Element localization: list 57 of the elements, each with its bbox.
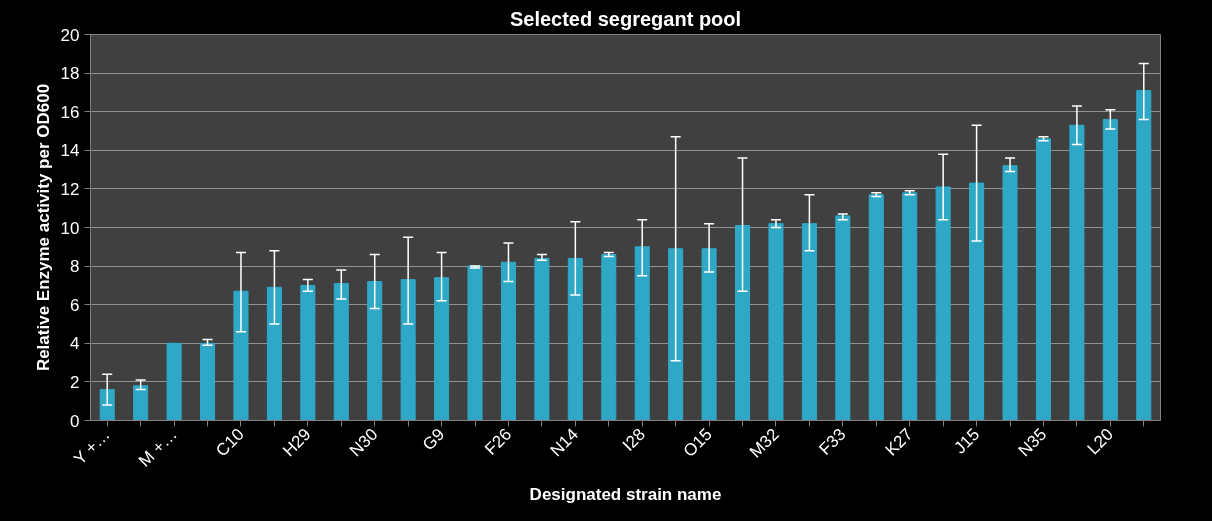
bar	[969, 182, 985, 421]
chart-title: Selected segregant pool	[509, 7, 742, 30]
bar	[935, 186, 951, 421]
y-tick-label: 0	[70, 411, 80, 431]
bar	[801, 223, 817, 421]
bar	[868, 194, 884, 421]
x-tick-label: F33	[815, 424, 850, 459]
x-tick-label: I28	[618, 424, 649, 455]
y-tick-label: 16	[60, 102, 80, 122]
y-tick-label: 12	[60, 179, 80, 199]
bar	[902, 192, 918, 421]
bar	[768, 223, 784, 421]
bar	[567, 257, 583, 421]
y-tick-label: 20	[60, 25, 80, 45]
y-tick-label: 14	[60, 141, 80, 161]
bar	[1136, 89, 1152, 421]
bar	[200, 342, 216, 421]
bar	[400, 279, 416, 421]
bar	[668, 248, 684, 421]
bar	[367, 281, 383, 421]
x-tick-label: L20	[1083, 424, 1118, 459]
y-tick-label: 6	[70, 295, 80, 315]
x-tick-label: C10	[212, 424, 248, 461]
bar	[266, 286, 282, 421]
x-tick-label: O15	[679, 424, 716, 461]
bar	[701, 248, 717, 421]
y-tick-label: 2	[70, 372, 80, 392]
bar	[434, 277, 450, 421]
x-tick-label: M +…	[134, 424, 181, 471]
bar	[534, 257, 550, 421]
x-tick-label: K27	[881, 424, 917, 460]
bar	[467, 265, 483, 421]
x-tick-label: H29	[279, 424, 315, 461]
x-axis-title: Designated strain name	[529, 485, 722, 505]
bar	[500, 261, 516, 421]
y-tick-label: 8	[70, 257, 80, 277]
bar	[735, 225, 751, 421]
bar	[1069, 124, 1085, 421]
x-tick-label: J15	[950, 424, 984, 458]
bar	[601, 254, 617, 421]
y-tick-label: 18	[60, 64, 80, 84]
x-tick-label: G9	[418, 424, 449, 455]
x-tick-label: F26	[481, 424, 516, 459]
y-tick-label: 10	[60, 218, 80, 238]
bar	[300, 284, 316, 421]
bar	[233, 290, 249, 421]
bar	[1102, 118, 1118, 421]
bar	[133, 385, 149, 421]
y-axis-title: Relative Enzyme activity per OD600	[33, 83, 53, 372]
bar	[166, 342, 182, 421]
bar	[333, 282, 349, 421]
bar	[1002, 165, 1018, 421]
x-tick-label: N30	[345, 424, 382, 461]
bar	[1035, 138, 1051, 421]
y-tick-label: 4	[70, 334, 80, 354]
bar	[835, 215, 851, 421]
bar	[634, 246, 650, 421]
